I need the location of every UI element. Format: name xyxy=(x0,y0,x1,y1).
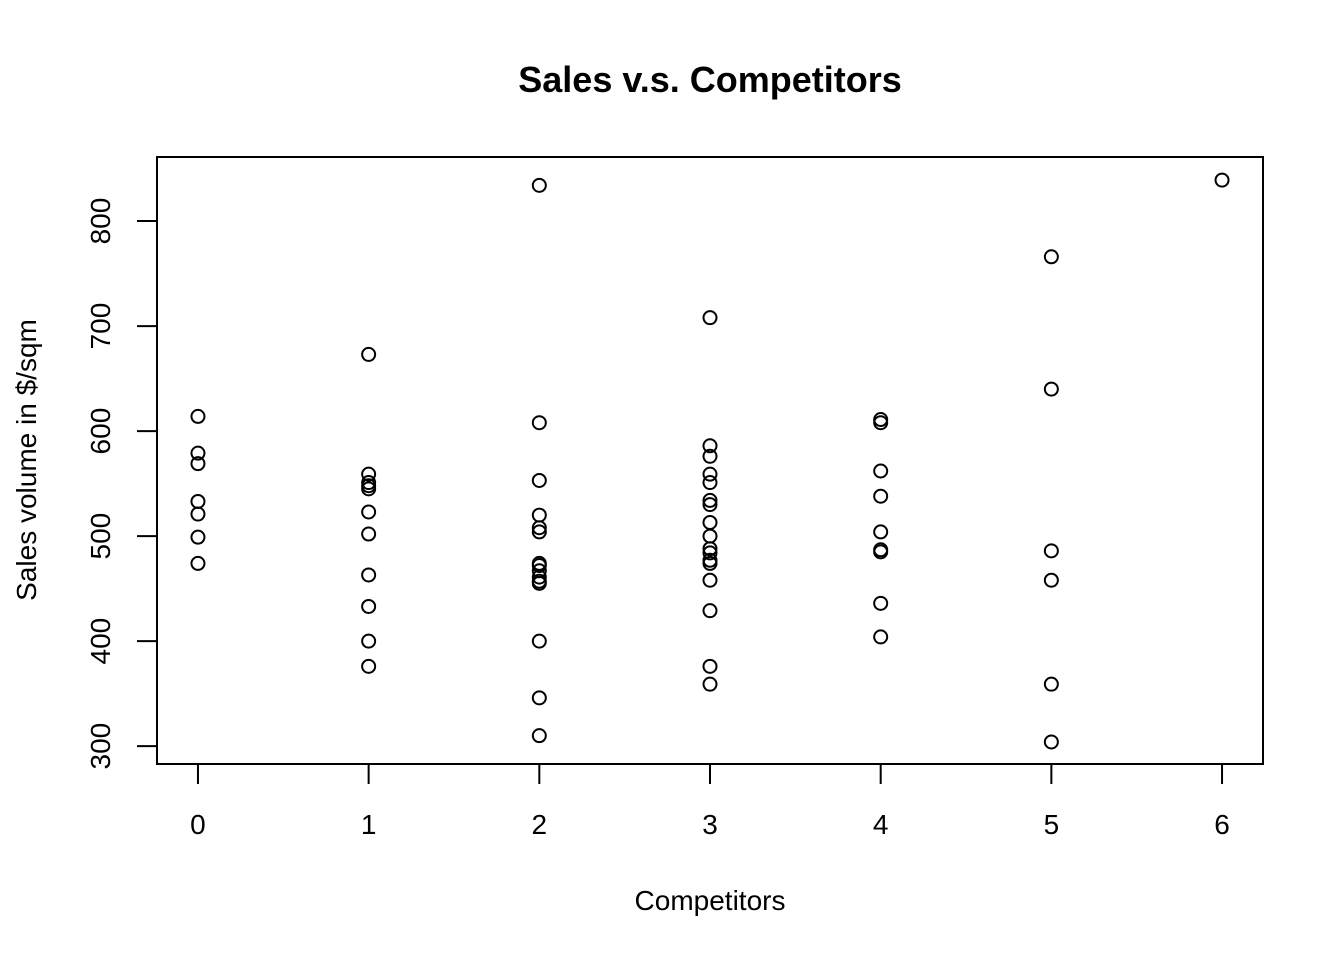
y-tick-label: 500 xyxy=(85,513,116,560)
data-point xyxy=(702,514,718,530)
data-point xyxy=(702,555,718,571)
y-tick-label: 400 xyxy=(85,618,116,665)
x-tick-label: 0 xyxy=(190,809,206,840)
data-point xyxy=(190,493,206,509)
data-point xyxy=(1043,734,1059,750)
x-axis: 0 1 2 3 4 5 6 xyxy=(190,763,1230,840)
data-point xyxy=(361,658,377,674)
data-point xyxy=(1214,172,1230,188)
x-tick-label: 5 xyxy=(1044,809,1060,840)
data-point xyxy=(531,177,547,193)
y-tick-label: 600 xyxy=(85,408,116,455)
data-point xyxy=(1043,676,1059,692)
data-point xyxy=(702,497,718,513)
data-point xyxy=(702,541,718,557)
data-point xyxy=(531,472,547,488)
data-point xyxy=(531,520,547,536)
data-point xyxy=(702,448,718,464)
data-point xyxy=(873,415,889,431)
data-point xyxy=(702,475,718,491)
x-tick-label: 1 xyxy=(361,809,377,840)
y-tick-label: 300 xyxy=(85,723,116,770)
data-point xyxy=(531,690,547,706)
data-point xyxy=(702,466,718,482)
data-point xyxy=(361,526,377,542)
data-point xyxy=(702,310,718,326)
y-tick-label: 800 xyxy=(85,198,116,245)
y-axis-label: Sales volume in $/sqm xyxy=(11,319,42,601)
data-point xyxy=(702,603,718,619)
data-point xyxy=(190,555,206,571)
x-tick-label: 6 xyxy=(1214,809,1230,840)
data-point xyxy=(873,524,889,540)
data-point xyxy=(190,408,206,424)
data-point xyxy=(531,728,547,744)
data-point xyxy=(531,633,547,649)
x-axis-label: Competitors xyxy=(635,885,786,916)
data-point xyxy=(531,507,547,523)
x-tick-label: 2 xyxy=(532,809,548,840)
data-point xyxy=(190,456,206,472)
data-point xyxy=(361,633,377,649)
data-point xyxy=(190,506,206,522)
data-point xyxy=(190,529,206,545)
data-point xyxy=(531,524,547,540)
data-point xyxy=(702,676,718,692)
data-point xyxy=(361,567,377,583)
data-point xyxy=(1043,249,1059,265)
data-point xyxy=(702,572,718,588)
data-point xyxy=(702,658,718,674)
data-point xyxy=(702,545,718,561)
data-point xyxy=(531,575,547,591)
data-point xyxy=(1043,543,1059,559)
chart-title: Sales v.s. Competitors xyxy=(518,59,901,100)
data-point xyxy=(361,504,377,520)
data-point xyxy=(873,488,889,504)
data-point xyxy=(873,544,889,560)
data-point xyxy=(531,569,547,585)
data-point xyxy=(873,629,889,645)
y-axis: 300 400 500 600 700 800 xyxy=(85,198,158,770)
data-point xyxy=(1043,572,1059,588)
data-point xyxy=(361,346,377,362)
data-point xyxy=(1043,381,1059,397)
data-point xyxy=(531,415,547,431)
data-point xyxy=(190,445,206,461)
data-point xyxy=(873,463,889,479)
x-tick-label: 3 xyxy=(702,809,718,840)
data-point xyxy=(361,481,377,497)
data-point xyxy=(873,595,889,611)
data-point xyxy=(361,466,377,482)
y-tick-label: 700 xyxy=(85,303,116,350)
data-point xyxy=(361,598,377,614)
data-point xyxy=(531,558,547,574)
x-tick-label: 4 xyxy=(873,809,889,840)
data-point xyxy=(702,438,718,454)
data-point xyxy=(702,492,718,508)
points-layer xyxy=(190,172,1230,750)
data-point xyxy=(702,528,718,544)
